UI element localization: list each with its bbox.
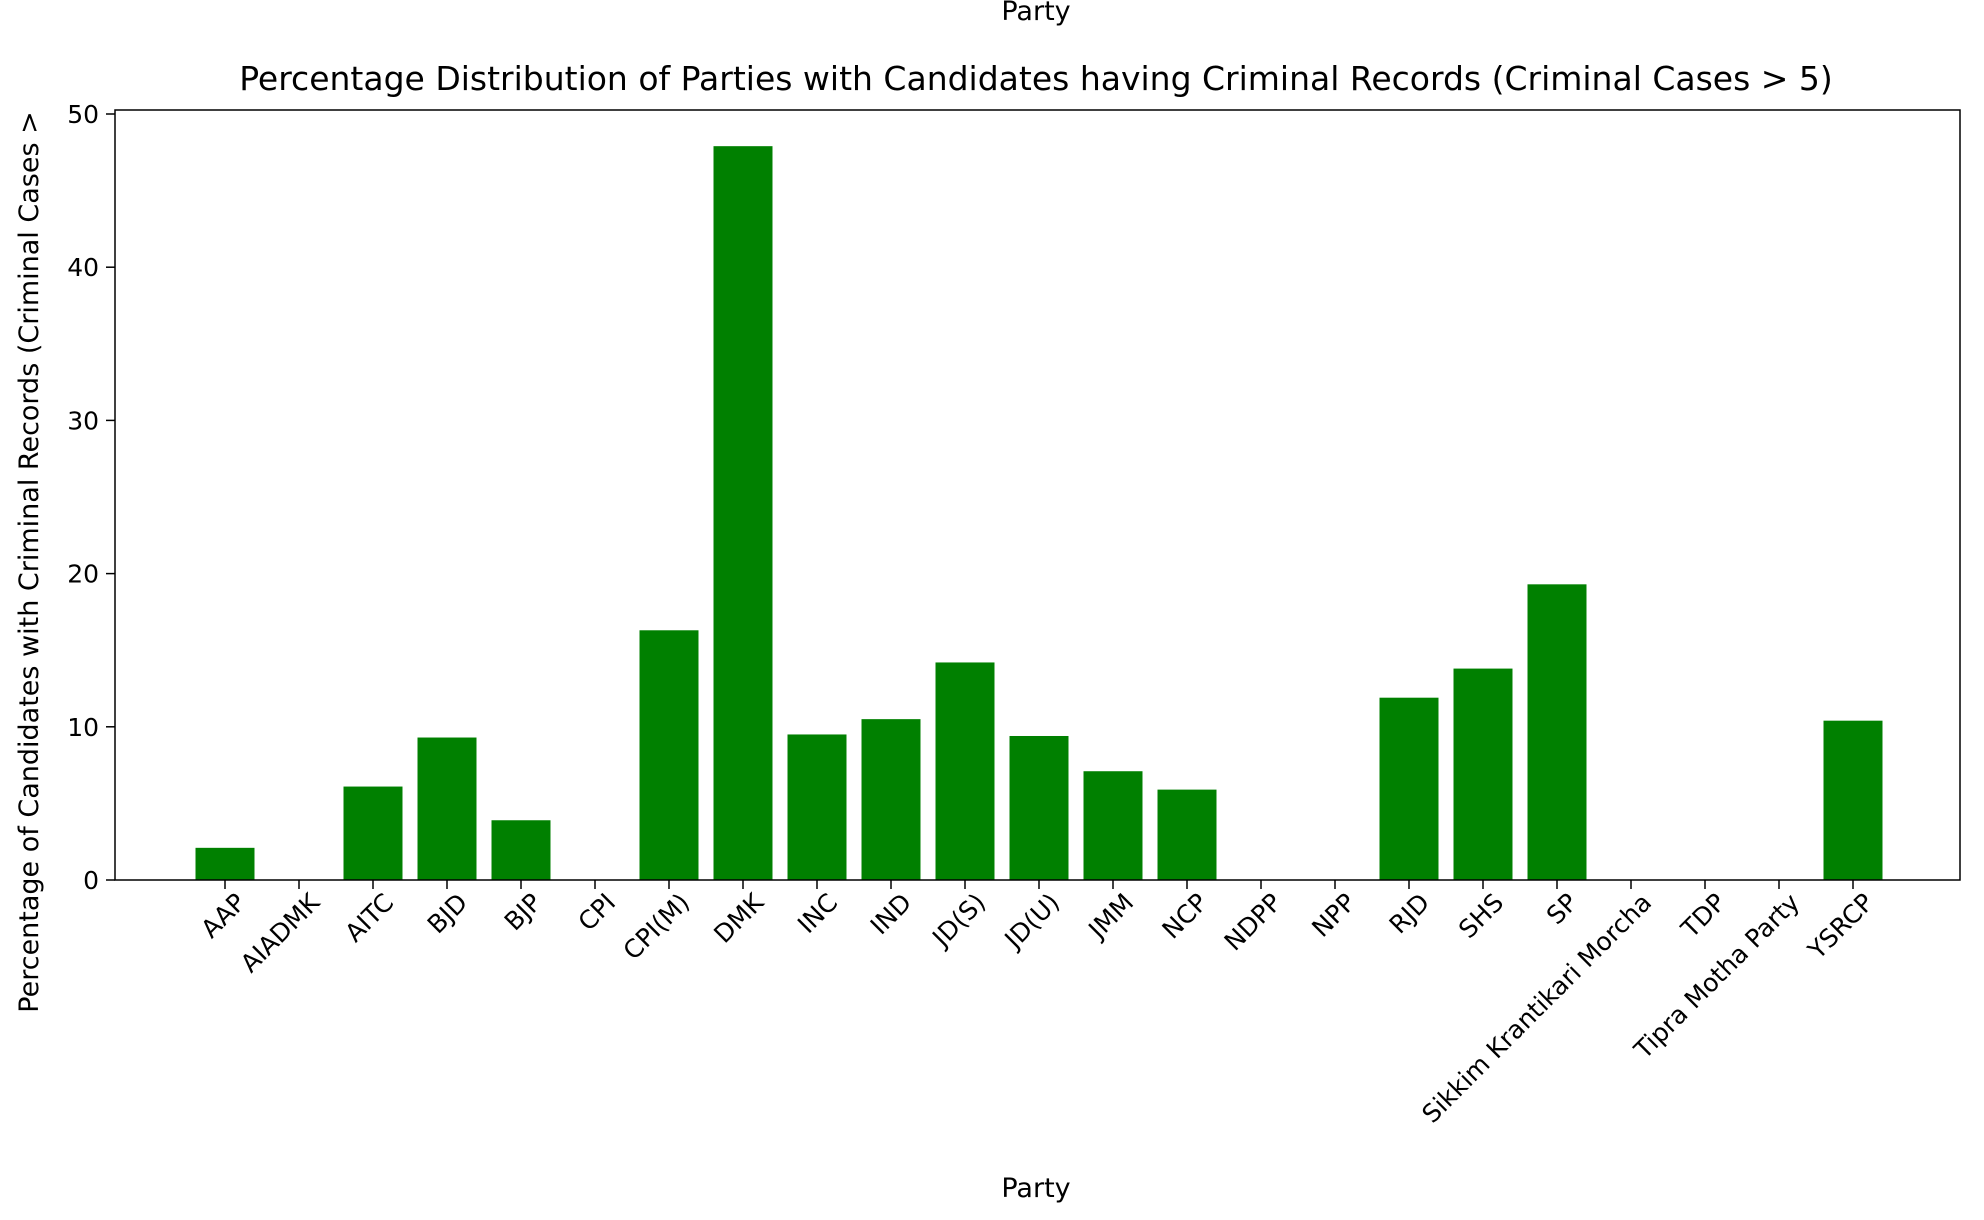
y-tick-label-20: 20: [67, 560, 99, 589]
x-tick-label-aiadmk: AIADMK: [235, 887, 326, 978]
y-axis: 0 10 20 30 40 50: [67, 100, 115, 895]
bar-sp: [1527, 584, 1587, 880]
plot-frame: [114, 109, 1961, 881]
bar-ysrcp: [1823, 720, 1883, 880]
x-axis-label: Party: [1001, 1173, 1070, 1204]
x-tick-label-dmk: DMK: [708, 887, 769, 948]
bar-ncp: [1157, 789, 1217, 880]
bars-group: [195, 146, 1883, 880]
x-tick-label-ndpp: NDPP: [1219, 888, 1288, 957]
x-tick-label-rjd: RJD: [1384, 888, 1436, 940]
y-tick-label-30: 30: [67, 406, 99, 435]
bar-rjd: [1379, 697, 1439, 880]
x-tick-label-shs: SHS: [1453, 888, 1509, 944]
bar-cpi-m: [639, 630, 699, 880]
bar-jd-u: [1009, 735, 1069, 880]
x-tick-label-cpi-m: CPI(M): [617, 888, 695, 966]
bar-dmk: [713, 146, 773, 880]
x-tick-label-cpi: CPI: [573, 888, 622, 937]
y-tick-label-40: 40: [67, 253, 99, 282]
x-tick-label-ncp: NCP: [1157, 888, 1214, 945]
y-tick-label-50: 50: [67, 100, 99, 129]
top-party-label: Party: [1001, 0, 1070, 27]
x-tick-label-ind: IND: [865, 888, 918, 941]
x-tick-label-aitc: AITC: [339, 888, 399, 948]
bar-inc: [787, 734, 847, 880]
bar-bjd: [417, 737, 477, 880]
x-tick-label-bjp: BJP: [499, 888, 548, 937]
x-tick-label-inc: INC: [792, 888, 843, 939]
x-tick-label-sp: SP: [1541, 888, 1583, 930]
bar-ind: [861, 719, 921, 880]
bar-bjp: [491, 820, 551, 880]
y-tick-label-0: 0: [83, 866, 99, 895]
y-tick-label-10: 10: [67, 713, 99, 742]
x-tick-label-jmm: JMM: [1082, 888, 1140, 946]
x-tick-label-jd-s: JD(S): [925, 888, 991, 954]
x-tick-label-bjd: BJD: [422, 888, 473, 939]
y-axis-label: Percentage of Candidates with Criminal R…: [14, 111, 45, 1012]
x-tick-label-tdp: TDP: [1675, 888, 1731, 944]
x-tick-label-aap: AAP: [195, 888, 251, 944]
bar-aap: [195, 847, 255, 880]
chart-title: Percentage Distribution of Parties with …: [239, 59, 1833, 98]
bar-jmm: [1083, 771, 1143, 880]
bar-shs: [1453, 668, 1513, 880]
bar-aitc: [343, 786, 403, 880]
x-tick-label-npp: NPP: [1306, 888, 1361, 943]
bar-jd-s: [935, 662, 995, 880]
x-tick-label-jd-u: JD(U): [998, 888, 1065, 955]
x-tick-label-ysrcp: YSRCP: [1802, 888, 1880, 966]
